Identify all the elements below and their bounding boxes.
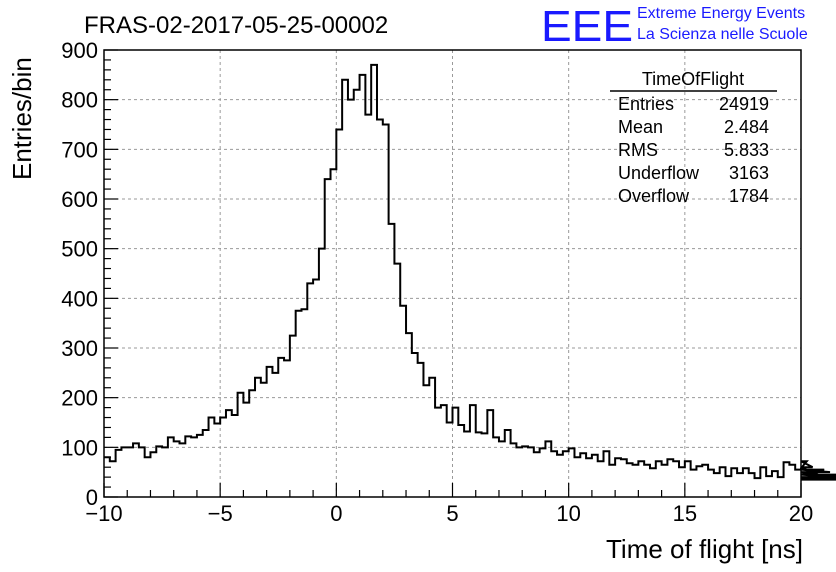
x-tick-label: 10 bbox=[556, 501, 580, 526]
x-tick-labels: −10 −5 0 5 10 15 20 bbox=[85, 501, 813, 526]
stats-row-value: 5.833 bbox=[724, 140, 769, 160]
y-tick-label: 500 bbox=[61, 237, 98, 262]
grid-lines bbox=[104, 50, 801, 497]
stats-row-label: Entries bbox=[618, 94, 674, 114]
y-tick-label: 0 bbox=[86, 485, 98, 510]
x-tick-label: 20 bbox=[789, 501, 813, 526]
y-tick-label: 100 bbox=[61, 435, 98, 460]
x-tick-label: −10 bbox=[85, 501, 122, 526]
y-tick-label: 900 bbox=[61, 38, 98, 63]
y-tick-label: 400 bbox=[61, 286, 98, 311]
x-axis-label: Time of flight [ns] bbox=[606, 534, 803, 564]
stats-row-label: RMS bbox=[618, 140, 658, 160]
histogram-step-line bbox=[104, 63, 836, 481]
y-tick-label: 700 bbox=[61, 137, 98, 162]
stats-row-value: 1784 bbox=[729, 186, 769, 206]
x-tick-label: 5 bbox=[446, 501, 458, 526]
stats-row-label: Overflow bbox=[618, 186, 690, 206]
logo-line-1: Extreme Energy Events bbox=[637, 5, 805, 22]
logo-line-2: La Scienza nelle Scuole bbox=[637, 26, 808, 43]
stats-box: TimeOfFlight Entries 24919 Mean 2.484 RM… bbox=[610, 69, 777, 206]
x-tick-label: 15 bbox=[673, 501, 697, 526]
y-tick-label: 800 bbox=[61, 88, 98, 113]
stats-row-value: 24919 bbox=[719, 94, 769, 114]
y-tick-label: 200 bbox=[61, 386, 98, 411]
y-tick-label: 300 bbox=[61, 336, 98, 361]
stats-row-label: Underflow bbox=[618, 163, 700, 183]
x-tick-label: 0 bbox=[330, 501, 342, 526]
stats-row-value: 3163 bbox=[729, 163, 769, 183]
stats-row-label: Mean bbox=[618, 117, 663, 137]
x-tick-label: −5 bbox=[208, 501, 233, 526]
stats-row-value: 2.484 bbox=[724, 117, 769, 137]
chart-title: FRAS-02-2017-05-25-00002 bbox=[84, 12, 388, 39]
y-axis-label: Entries/bin bbox=[7, 57, 37, 180]
stats-box-title: TimeOfFlight bbox=[642, 69, 744, 89]
y-tick-label: 600 bbox=[61, 187, 98, 212]
y-tick-labels: 0 100 200 300 400 500 600 700 800 900 bbox=[61, 38, 98, 510]
logo-mark: EEE bbox=[541, 2, 633, 51]
eee-logo: EEE Extreme Energy Events La Scienza nel… bbox=[541, 2, 808, 51]
plot-frame bbox=[103, 49, 802, 498]
